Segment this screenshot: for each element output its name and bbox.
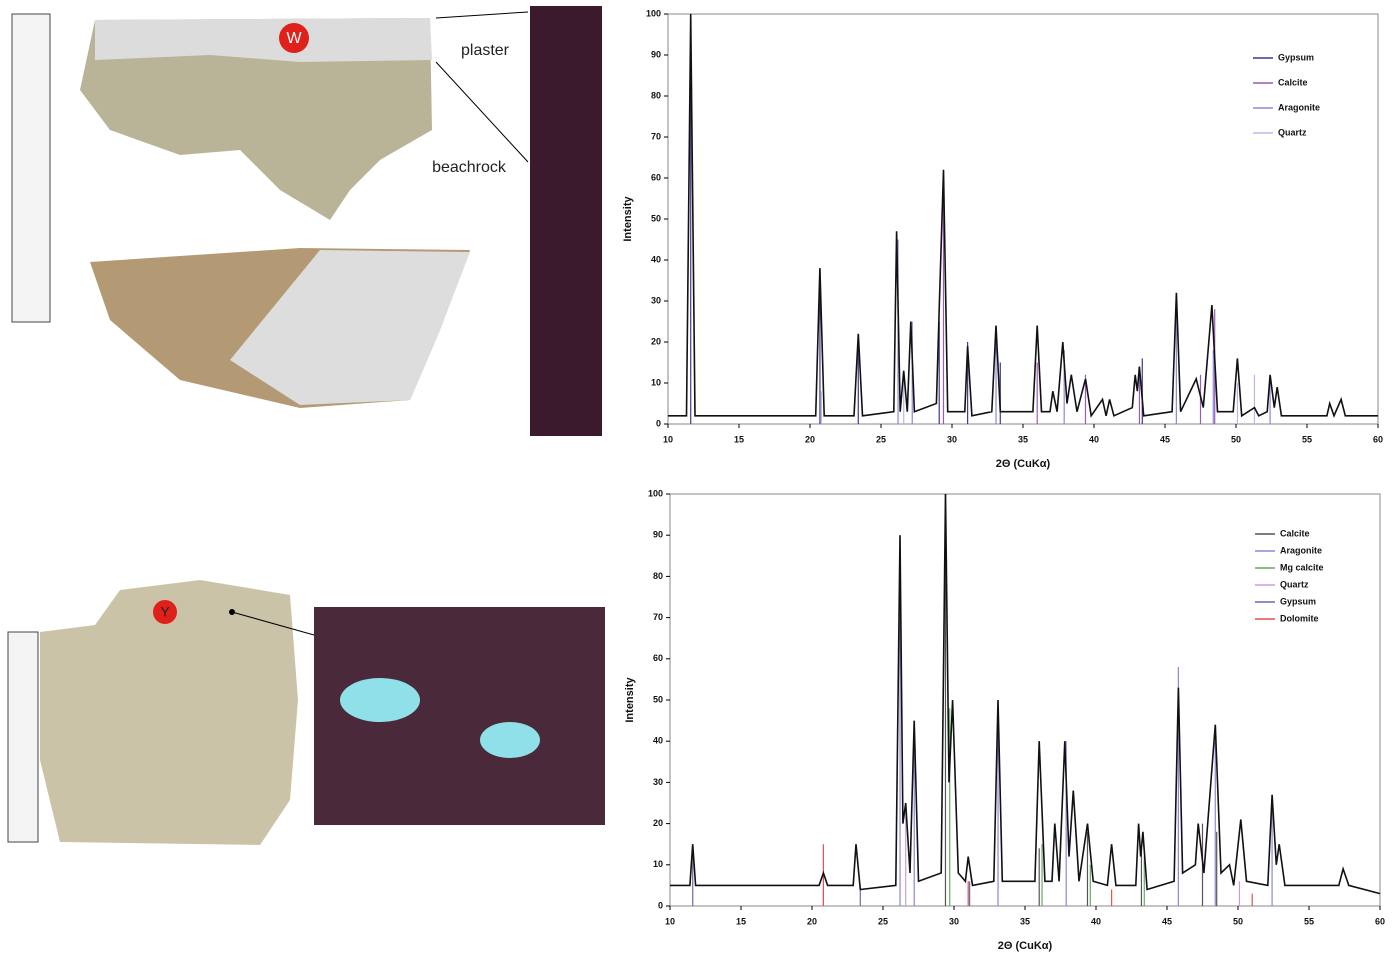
x-axis-label: 2Θ (CuKα) xyxy=(996,458,1051,470)
y-tick-label: 70 xyxy=(651,131,661,141)
sample-photo xyxy=(80,18,432,220)
pointer xyxy=(435,61,529,163)
y-tick-label: 90 xyxy=(651,49,661,59)
pointer xyxy=(231,611,315,636)
pointer xyxy=(435,11,529,19)
x-tick-label: 60 xyxy=(1375,916,1385,926)
legend-label: Dolomite xyxy=(1280,613,1319,623)
x-tick-label: 40 xyxy=(1089,434,1099,444)
sample-face xyxy=(230,250,470,405)
x-tick-label: 10 xyxy=(665,916,675,926)
y-tick-label: 50 xyxy=(653,694,663,704)
x-tick-label: 60 xyxy=(1373,434,1383,444)
y-tick-label: 80 xyxy=(651,90,661,100)
x-tick-label: 35 xyxy=(1020,916,1030,926)
x-tick-label: 30 xyxy=(949,916,959,926)
y-tick-label: 30 xyxy=(651,295,661,305)
y-tick-label: 20 xyxy=(653,818,663,828)
plot-frame xyxy=(669,493,1381,907)
y-tick-label: 100 xyxy=(648,488,663,498)
y-tick-label: 0 xyxy=(656,418,661,428)
x-tick-label: 25 xyxy=(878,916,888,926)
y-tick-label: 70 xyxy=(653,612,663,622)
legend-label: Gypsum xyxy=(1278,52,1314,62)
y-axis-label: Intensity xyxy=(622,196,634,242)
x-tick-label: 45 xyxy=(1160,434,1170,444)
y-tick-label: 10 xyxy=(651,377,661,387)
legend-label: Aragonite xyxy=(1278,102,1320,112)
pattern-line xyxy=(668,13,1378,418)
y-tick-label: 20 xyxy=(651,336,661,346)
x-tick-label: 25 xyxy=(876,434,886,444)
photos: W plaster beachrock Y xyxy=(7,6,605,845)
scale-bar xyxy=(7,631,39,843)
legend-label: Mg calcite xyxy=(1280,562,1324,572)
y-tick-label: 0 xyxy=(658,900,663,910)
pattern-line xyxy=(670,493,1381,895)
sample-photo xyxy=(40,580,298,845)
y-tick-label: 50 xyxy=(651,213,661,223)
layer-label: beachrock xyxy=(432,159,507,176)
y-tick-label: 80 xyxy=(653,571,663,581)
x-axis-label: 2Θ (CuKα) xyxy=(998,940,1053,952)
legend-label: Calcite xyxy=(1278,77,1308,87)
x-tick-label: 55 xyxy=(1302,434,1312,444)
plaster-layer xyxy=(95,18,432,62)
marker xyxy=(279,23,309,53)
marker-label: W xyxy=(286,30,302,47)
legend-label: Quartz xyxy=(1278,127,1307,137)
y-tick-label: 40 xyxy=(651,254,661,264)
x-tick-label: 10 xyxy=(663,434,673,444)
x-tick-label: 50 xyxy=(1231,434,1241,444)
marker xyxy=(153,600,177,624)
legend-label: Aragonite xyxy=(1280,545,1322,555)
y-tick-label: 30 xyxy=(653,777,663,787)
x-tick-label: 35 xyxy=(1018,434,1028,444)
x-tick-label: 15 xyxy=(734,434,744,444)
legend-label: Quartz xyxy=(1280,579,1309,589)
legend-label: Gypsum xyxy=(1280,596,1316,606)
y-tick-label: 10 xyxy=(653,859,663,869)
layer-label: plaster xyxy=(461,42,510,59)
x-tick-label: 40 xyxy=(1091,916,1101,926)
x-tick-label: 55 xyxy=(1304,916,1314,926)
thin-section xyxy=(530,6,602,436)
pore xyxy=(480,722,540,758)
legend-label: Calcite xyxy=(1280,528,1310,538)
marker-label: Y xyxy=(160,604,170,620)
y-tick-label: 100 xyxy=(646,8,661,18)
x-tick-label: 50 xyxy=(1233,916,1243,926)
y-tick-label: 60 xyxy=(653,653,663,663)
pore xyxy=(340,678,420,722)
scale-bar xyxy=(11,13,51,323)
y-tick-label: 40 xyxy=(653,736,663,746)
y-tick-label: 60 xyxy=(651,172,661,182)
x-tick-label: 20 xyxy=(807,916,817,926)
x-tick-label: 20 xyxy=(805,434,815,444)
x-tick-label: 15 xyxy=(736,916,746,926)
y-axis-label: Intensity xyxy=(624,677,636,723)
x-tick-label: 45 xyxy=(1162,916,1172,926)
x-tick-label: 30 xyxy=(947,434,957,444)
y-tick-label: 90 xyxy=(653,530,663,540)
plot-frame xyxy=(667,13,1379,425)
